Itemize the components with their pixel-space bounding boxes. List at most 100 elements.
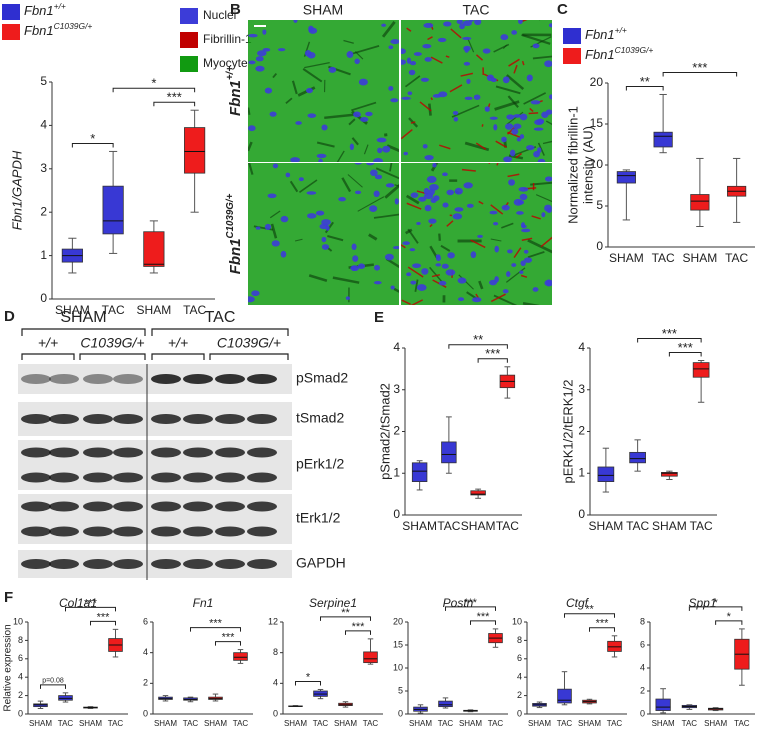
nucleus [410, 280, 417, 285]
nucleus [437, 37, 447, 43]
significance-bracket [190, 627, 241, 632]
label-sup: C1039G/+ [225, 193, 236, 238]
x-tick-label: SHAM [55, 303, 90, 317]
nucleus [526, 74, 533, 82]
legend-swatch [180, 8, 198, 24]
significance-label: * [90, 131, 95, 146]
box [470, 490, 486, 496]
fibrillin [487, 163, 491, 164]
column-title: SHAM [303, 2, 343, 18]
y-tick-label: 0 [393, 507, 400, 521]
nucleus [354, 58, 360, 65]
label-base: Fbn1 [227, 238, 244, 274]
nucleus [350, 265, 360, 272]
nucleus [390, 285, 395, 290]
blot-band [113, 374, 143, 384]
nucleus [390, 98, 399, 103]
nucleus [533, 127, 544, 131]
group-label: SHAM [60, 309, 106, 326]
nucleus [381, 23, 387, 27]
column-title: TAC [463, 2, 490, 18]
nucleus [369, 205, 378, 213]
significance-bracket [65, 606, 116, 612]
cell-border [467, 38, 475, 53]
significance-bracket [668, 352, 702, 357]
fibrillin [513, 64, 518, 74]
nucleus [277, 48, 286, 52]
y-tick-label: 0 [596, 239, 603, 253]
nucleus [305, 87, 313, 94]
blot-band [21, 414, 51, 424]
nucleus [352, 255, 359, 262]
significance-bracket [295, 680, 321, 686]
y-tick-label: 15 [393, 639, 403, 649]
label-base: Fbn1 [585, 47, 615, 62]
significance-label: *** [222, 632, 236, 644]
nucleus [457, 277, 467, 284]
blot-strip [18, 494, 292, 544]
x-tick-label: TAC [557, 719, 573, 728]
fibrillin [470, 239, 486, 249]
cell-border [385, 257, 399, 269]
genotype-bracket [21, 353, 75, 360]
nucleus [463, 61, 471, 66]
cell-border [351, 137, 359, 146]
nucleus [506, 114, 515, 120]
nucleus [416, 221, 421, 225]
nucleus [267, 193, 277, 199]
y-tick-label: 4 [273, 678, 278, 688]
y-tick-label: 3 [578, 382, 585, 396]
y-tick-label: 0 [517, 708, 522, 718]
y-tick-label: 10 [13, 616, 23, 626]
y-tick-label: 6 [18, 653, 23, 663]
y-tick-label: 8 [18, 635, 23, 645]
blot-band [21, 559, 51, 569]
box [653, 131, 673, 148]
nucleus [325, 225, 330, 231]
fibrillin [449, 84, 463, 93]
fibrillin [521, 20, 528, 23]
y-axis-label: Normalized fibrillin-1 [565, 106, 580, 224]
blot-band [151, 526, 181, 537]
significance-bracket [564, 613, 615, 618]
chart-title: Col1a1 [59, 596, 97, 610]
blot-band [215, 447, 245, 458]
cell-border [405, 75, 421, 88]
y-tick-label: 0 [398, 708, 403, 718]
blot-band [215, 559, 245, 569]
cell-border [393, 287, 399, 293]
nucleus [365, 111, 373, 117]
micrograph-bg [248, 20, 399, 162]
cell-border [535, 194, 552, 203]
blot-band [113, 472, 143, 483]
nucleus [441, 263, 449, 269]
y-tick-label: 4 [143, 647, 148, 657]
nucleus [426, 175, 437, 183]
nucleus [373, 280, 382, 285]
nucleus [518, 186, 529, 192]
nucleus [376, 137, 387, 143]
fibrillin [481, 124, 484, 127]
x-tick-label: SHAM [589, 519, 624, 533]
fibrillin [495, 140, 508, 149]
nucleus [354, 190, 362, 195]
blot-band [151, 447, 181, 458]
cell-border [304, 61, 330, 69]
blot-band [247, 447, 277, 458]
blot-band [151, 501, 181, 512]
box [411, 462, 428, 483]
cell-border [523, 92, 547, 105]
nucleus [511, 263, 517, 267]
fibrillin [401, 299, 411, 305]
box [597, 466, 615, 482]
fibrillin [475, 54, 484, 61]
significance-bracket [662, 71, 738, 77]
cell-border [451, 104, 480, 118]
x-tick-label: TAC [488, 719, 504, 728]
x-tick-label: TAC [682, 719, 698, 728]
nucleus [307, 213, 317, 219]
cell-border [316, 141, 335, 148]
significance-bracket [448, 344, 508, 349]
blot-band [21, 501, 51, 512]
nucleus [459, 23, 465, 30]
